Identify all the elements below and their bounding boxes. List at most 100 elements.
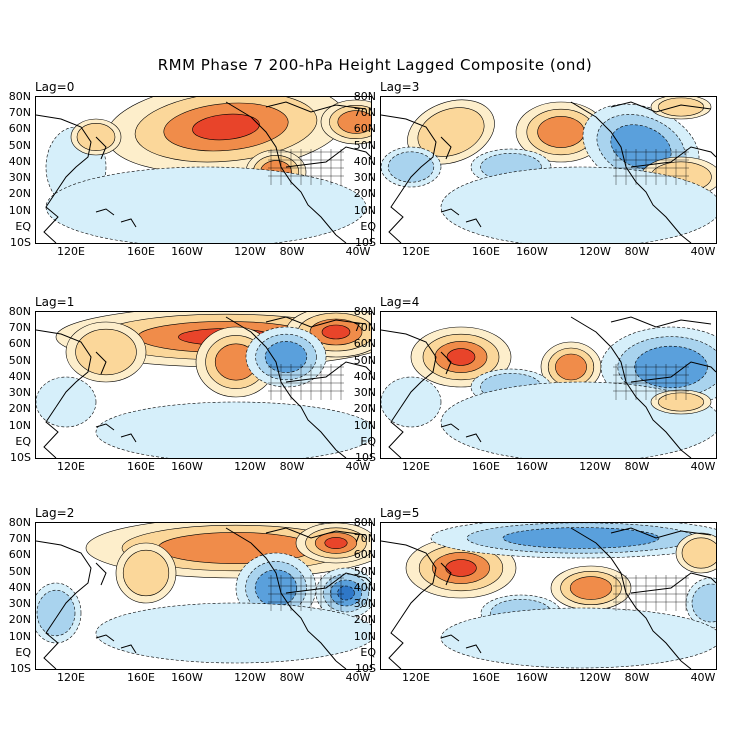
coastline (630, 146, 716, 168)
height-anomaly-map (35, 96, 372, 244)
latitude-tick-label: 40N (8, 580, 31, 594)
longitude-tick-label: 80W (624, 460, 650, 473)
longitude-tick-label: 120E (57, 460, 85, 473)
latitude-tick-label: EQ (360, 645, 376, 659)
latitude-tick-label: 10S (355, 451, 376, 464)
height-anomaly-map (380, 522, 717, 670)
longitude-tick-label: 120E (402, 460, 430, 473)
positive-anomaly-contour (417, 107, 485, 157)
coastline (43, 617, 59, 669)
coastline (95, 562, 107, 586)
negative-anomaly-contour (440, 607, 716, 669)
political-boundaries (268, 364, 344, 400)
longitude-tick-label: 120E (57, 245, 85, 258)
coastline (43, 406, 59, 458)
political-boundaries (268, 149, 344, 185)
coastline (285, 361, 371, 383)
positive-anomaly-contour (657, 392, 705, 412)
latitude-tick-label: 60N (353, 548, 376, 562)
negative-anomaly-contour (264, 341, 308, 373)
longitude-tick-label: 160W (516, 245, 548, 258)
longitude-tick-label: 120E (402, 245, 430, 258)
latitude-tick-label: EQ (360, 434, 376, 448)
coastline (680, 449, 692, 458)
latitude-tick-label: 10N (353, 203, 376, 217)
longitude-tick-label: 40W (345, 245, 371, 258)
coastline (43, 191, 59, 243)
positive-anomaly-contour (657, 97, 705, 117)
longitude-tick-label: 120W (234, 460, 266, 473)
latitude-tick-label: 30N (8, 386, 31, 400)
longitude-tick-label: 80W (624, 245, 650, 258)
latitude-tick-label: 20N (353, 613, 376, 627)
coastline (440, 136, 452, 160)
positive-anomaly-contour (337, 110, 371, 134)
coastline (381, 329, 437, 408)
coastline (95, 423, 137, 443)
coastline (225, 316, 337, 451)
longitude-tick-label: 120W (579, 671, 611, 684)
latitude-tick-label: 20N (8, 187, 31, 201)
coastline (388, 191, 404, 243)
longitude-tick-label: 160W (171, 460, 203, 473)
longitude-tick-label: 160E (472, 245, 500, 258)
latitude-tick-label: 40N (353, 369, 376, 383)
coastline (440, 423, 482, 443)
positive-anomaly-contour (192, 113, 260, 141)
longitude-tick-label: 120W (579, 460, 611, 473)
longitude-tick-label: 80W (624, 671, 650, 684)
latitude-tick-label: 80N (353, 516, 376, 529)
coastline (335, 660, 347, 669)
latitude-tick-label: 70N (353, 106, 376, 120)
longitude-tick-label: 40W (345, 460, 371, 473)
latitude-tick-label: 60N (8, 337, 31, 351)
longitude-tick-label: 160W (171, 671, 203, 684)
panel-lag-label: Lag=4 (380, 295, 420, 309)
latitude-tick-label: 10S (10, 236, 31, 249)
latitude-tick-label: 70N (8, 532, 31, 546)
map-canvas (381, 523, 716, 669)
coastline (610, 316, 712, 328)
coastline (680, 234, 692, 243)
negative-anomaly-contour (36, 589, 76, 637)
latitude-tick-label: 60N (8, 122, 31, 136)
latitude-tick-label: 20N (8, 613, 31, 627)
negative-anomaly-contour (440, 381, 716, 458)
figure-title: RMM Phase 7 200-hPa Height Lagged Compos… (157, 56, 593, 74)
coastline (381, 540, 437, 619)
longitude-tick-label: 80W (279, 245, 305, 258)
latitude-tick-label: 20N (353, 402, 376, 416)
longitude-tick-label: 160E (472, 671, 500, 684)
latitude-tick-label: 10N (353, 629, 376, 643)
positive-anomaly-contour (555, 353, 587, 381)
longitude-tick-label: 120E (402, 671, 430, 684)
latitude-tick-label: 10N (8, 418, 31, 432)
latitude-tick-label: EQ (15, 219, 31, 233)
negative-anomaly-contour (502, 527, 660, 549)
longitude-tick-label: 120E (57, 671, 85, 684)
longitude-tick-label: 160W (516, 460, 548, 473)
coastline (388, 617, 404, 669)
negative-anomaly-contour (254, 569, 298, 607)
negative-anomaly-contour (691, 583, 716, 623)
coastline (440, 562, 452, 586)
coastline (440, 208, 482, 228)
coastline (36, 114, 92, 193)
latitude-tick-label: 80N (8, 516, 31, 529)
coastline (95, 351, 107, 375)
latitude-tick-label: 20N (8, 402, 31, 416)
latitude-tick-label: 10S (355, 662, 376, 675)
coastline (265, 316, 367, 328)
negative-anomaly-contour (45, 166, 367, 243)
coastline (95, 136, 107, 160)
coastline (610, 101, 712, 113)
latitude-tick-label: 50N (353, 353, 376, 367)
coastline (440, 351, 452, 375)
longitude-tick-label: 160E (127, 671, 155, 684)
latitude-tick-label: 70N (353, 532, 376, 546)
positive-anomaly-contour (446, 348, 476, 366)
panel-lag-label: Lag=5 (380, 506, 420, 520)
longitude-tick-label: 120W (579, 245, 611, 258)
coastline (36, 329, 92, 408)
longitude-tick-label: 40W (690, 245, 716, 258)
